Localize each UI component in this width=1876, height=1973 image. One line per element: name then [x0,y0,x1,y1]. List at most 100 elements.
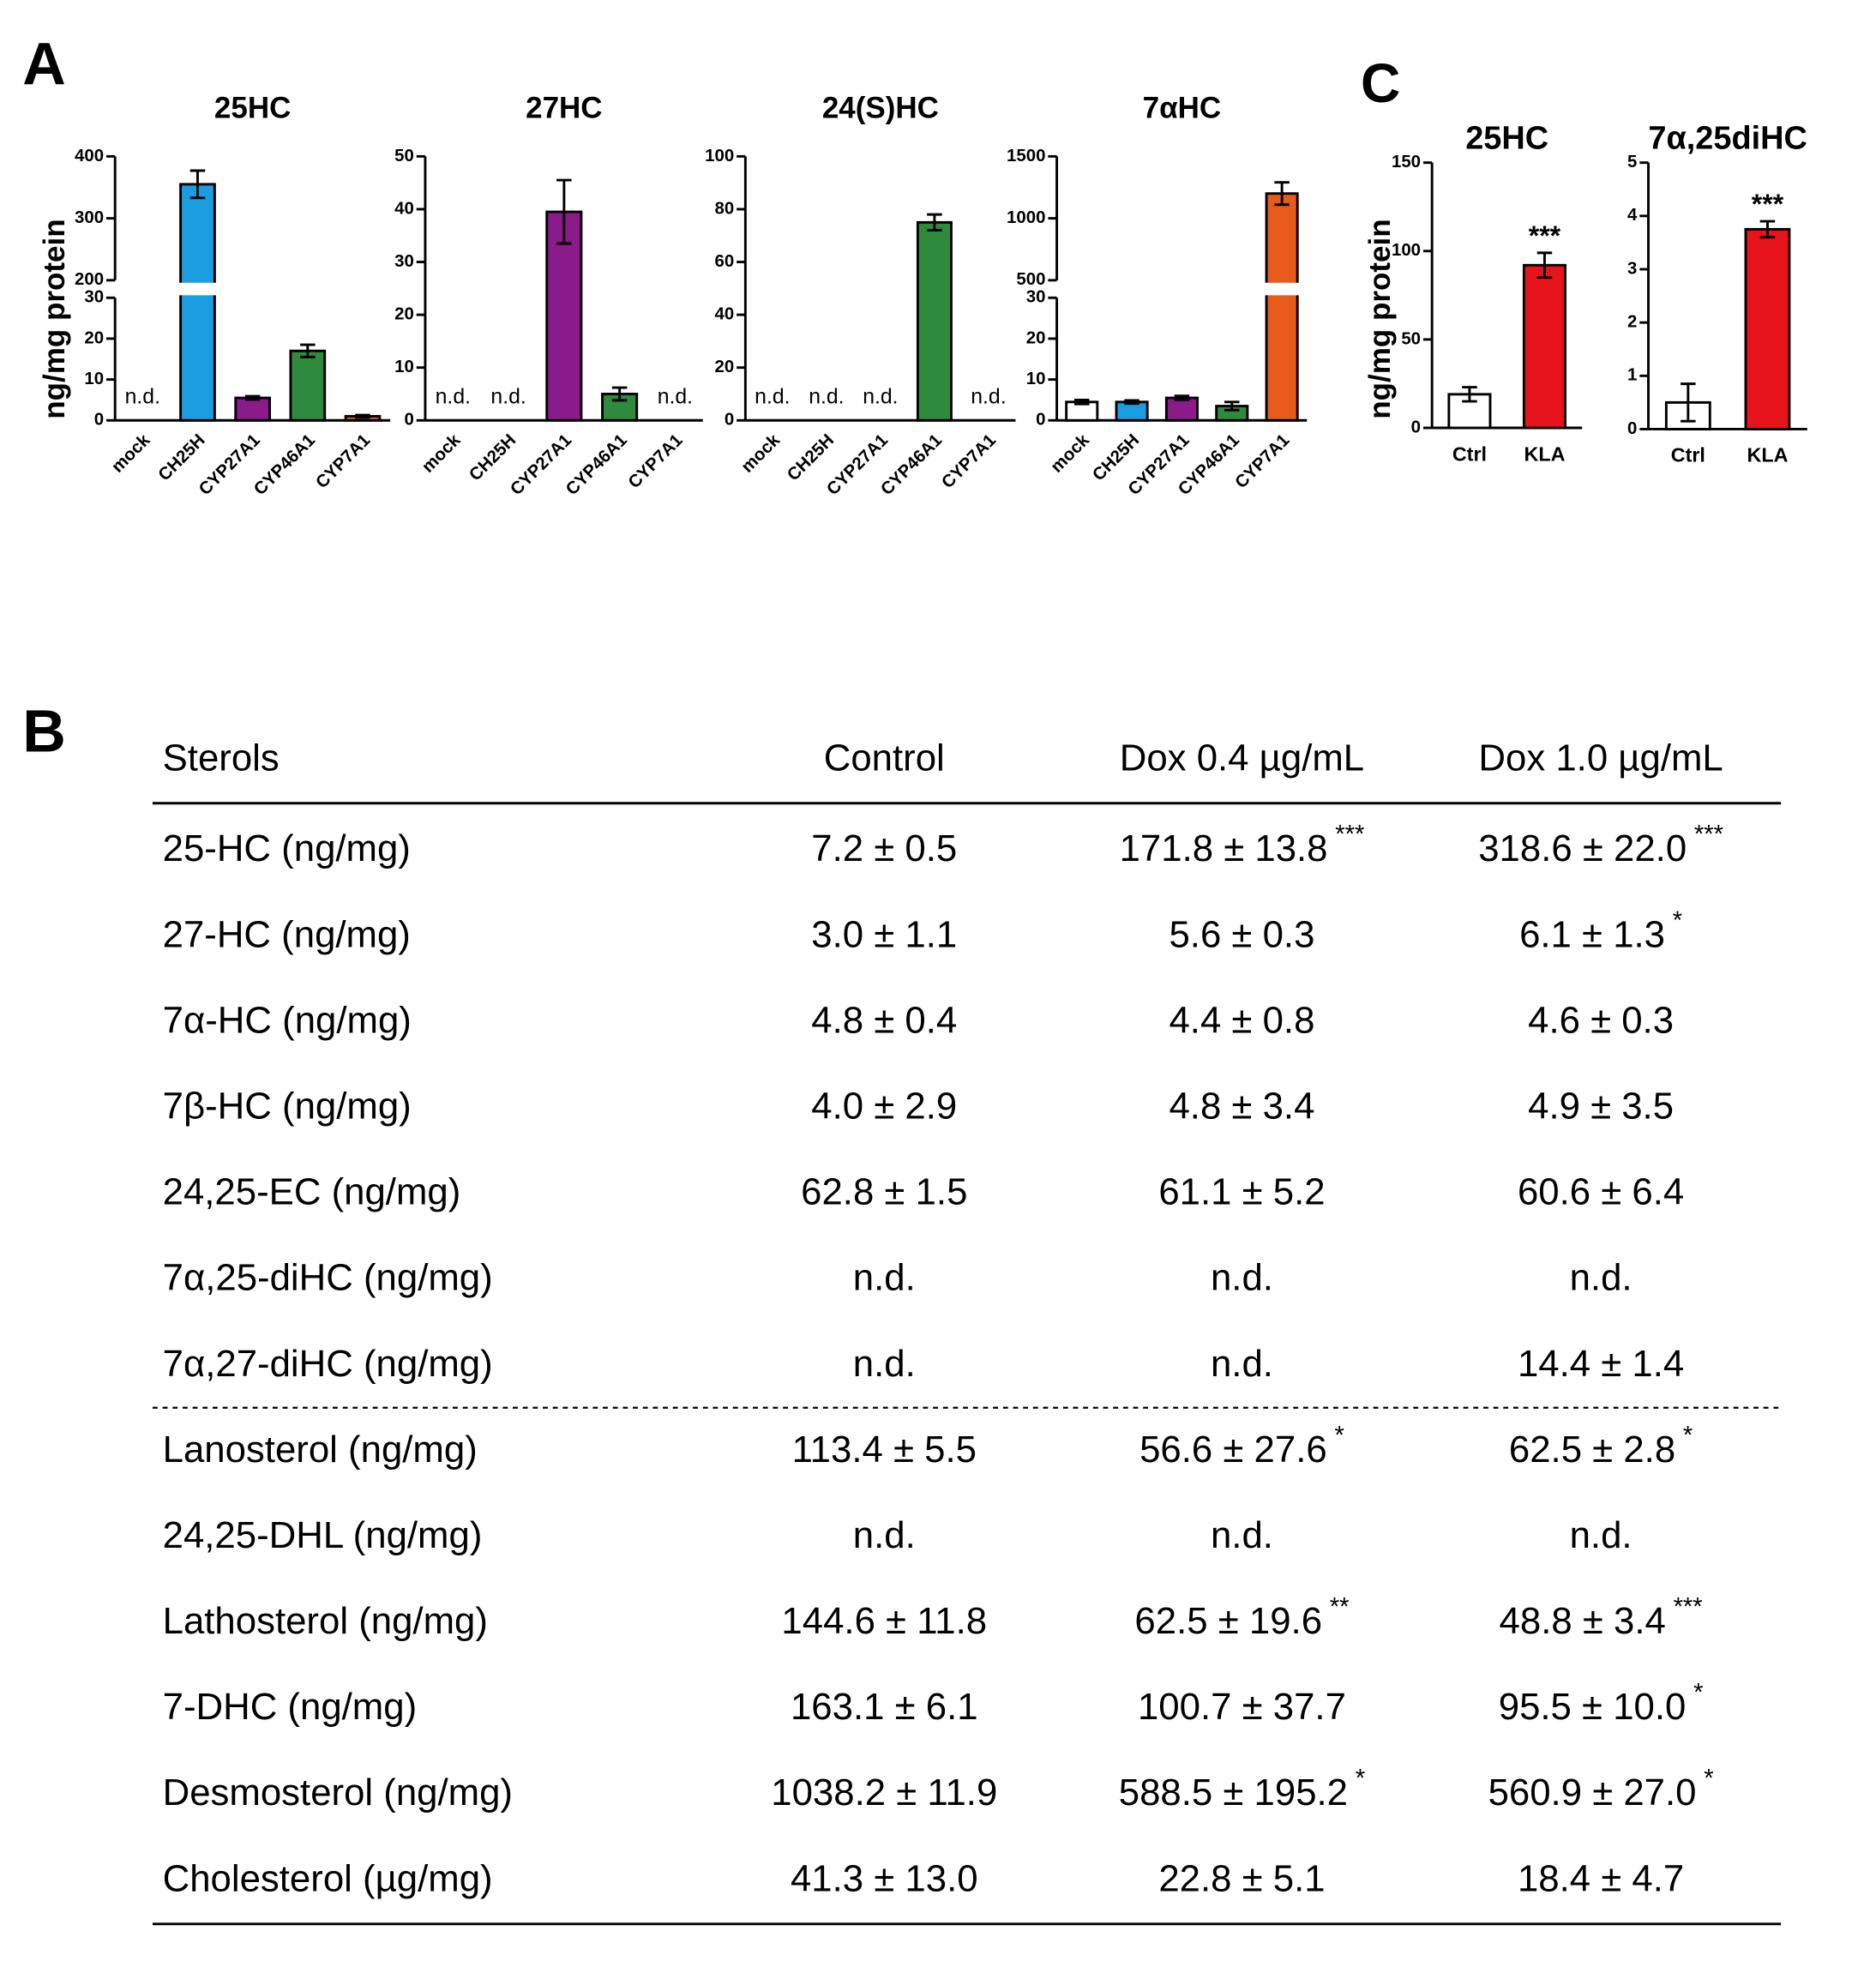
table-cell: 24,25-DHL (ng/mg) [163,1514,483,1556]
x-tick-label: CYP7A1 [938,430,1000,492]
bar [234,396,272,422]
cell-text: n.d. [853,1514,916,1556]
panel-label: C [1361,52,1400,114]
cell-text: 5.6 ± 0.3 [1169,913,1314,955]
x-tick-label: KLA [1747,444,1788,466]
significance: * [1693,1679,1703,1706]
table-cell: 171.8 ± 13.8 *** [1120,821,1365,869]
y-tick-label: 30 [84,288,104,307]
y-tick-label: 100 [705,147,734,165]
y-tick-label: 0 [1036,411,1045,430]
table-cell: 56.6 ± 27.6 * [1139,1422,1344,1470]
panel-label: A [22,31,66,98]
y-tick-label: 5 [1627,153,1637,171]
table-cell: 7-DHC (ng/mg) [163,1686,418,1728]
y-axis-label: ng/mg protein [38,219,71,418]
y-tick-label: 0 [404,411,413,430]
cell-text: n.d. [1211,1256,1273,1298]
cell-text: 22.8 ± 5.1 [1158,1857,1325,1899]
cell-text: Cholesterol (µg/mg) [163,1857,493,1899]
value-label: n.d. [125,386,160,409]
y-tick-label: 0 [94,411,104,430]
y-tick-label: 50 [1401,329,1421,348]
cell-text: 48.8 ± 3.4 [1500,1600,1666,1642]
cell-text: 113.4 ± 5.5 [792,1428,977,1470]
significance: *** [1674,1593,1703,1621]
table-cell: 14.4 ± 1.4 [1518,1342,1684,1384]
chart-title: 25HC [1465,120,1548,156]
bar [179,183,216,422]
cell-text: n.d. [853,1342,916,1384]
cell-text: 24,25-DHL (ng/mg) [163,1514,483,1556]
x-tick-label: mock [108,430,154,477]
table-cell: 41.3 ± 13.0 [791,1857,978,1899]
y-tick-label: 1 [1627,366,1637,385]
cell-text: n.d. [1211,1342,1273,1384]
table-cell: 3.0 ± 1.1 [811,913,957,955]
cell-text: 27-HC (ng/mg) [163,913,411,955]
axis-break [177,282,218,296]
significance: * [1356,1765,1365,1792]
cell-text: 62.8 ± 1.5 [801,1170,967,1212]
table-cell: n.d. [1570,1514,1632,1556]
table-cell: n.d. [853,1256,916,1298]
cell-text: n.d. [1570,1514,1632,1556]
cell-text: 25-HC (ng/mg) [163,827,411,869]
cell-text: 41.3 ± 13.0 [791,1857,978,1899]
significance: * [1334,1422,1344,1449]
table-cell: 61.1 ± 5.2 [1158,1170,1325,1212]
value-label: n.d. [971,386,1006,409]
chart-title: 24(S)HC [822,92,939,125]
table-header: Dox 1.0 µg/mL [1478,737,1723,779]
y-tick-label: 20 [394,304,414,323]
table-cell: 4.6 ± 0.3 [1528,999,1674,1041]
cell-text: 4.0 ± 2.9 [811,1085,957,1127]
table-cell: 318.6 ± 22.0 *** [1478,821,1723,869]
cell-text: 171.8 ± 13.8 [1120,827,1328,869]
table-cell: 113.4 ± 5.5 [792,1428,977,1470]
bar [916,220,953,422]
cell-text: 6.1 ± 1.3 [1519,913,1665,955]
x-tick-label: CYP7A1 [625,430,687,492]
cell-text: 163.1 ± 6.1 [791,1686,978,1728]
cell-text: 7α-HC (ng/mg) [163,999,412,1041]
y-tick-label: 300 [75,208,104,227]
cell-text: 7β-HC (ng/mg) [163,1085,412,1127]
cell-text: Desmosterol (ng/mg) [163,1771,513,1814]
panel-label: B [22,697,66,764]
significance: ** [1330,1593,1350,1621]
table-cell: 7α,27-diHC (ng/mg) [163,1342,493,1384]
x-tick-label: mock [1048,430,1094,477]
table-cell: n.d. [1211,1514,1273,1556]
y-tick-label: 40 [394,199,414,218]
y-tick-label: 1000 [1007,208,1045,227]
value-label: *** [1752,189,1784,220]
cell-text: 100.7 ± 37.7 [1138,1686,1346,1728]
cell-text: n.d. [1570,1256,1632,1298]
table-header: Control [824,737,945,779]
cell-text: 56.6 ± 27.6 [1139,1428,1327,1470]
y-tick-label: 30 [394,252,414,271]
table-cell: 62.5 ± 2.8 * [1509,1422,1693,1470]
y-tick-label: 1500 [1007,147,1045,165]
x-tick-label: mock [738,430,785,477]
table-cell: 4.0 ± 2.9 [811,1085,957,1127]
value-label: n.d. [809,386,844,409]
y-tick-label: 3 [1627,259,1637,278]
cell-text: 18.4 ± 4.7 [1518,1857,1684,1899]
cell-text: 588.5 ± 195.2 [1119,1771,1348,1814]
chart-title: 7α,25diHC [1648,120,1807,156]
cell-text: 14.4 ± 1.4 [1518,1342,1684,1384]
cell-text: 60.6 ± 6.4 [1518,1170,1684,1212]
cell-text: 7α,27-diHC (ng/mg) [163,1342,493,1384]
cell-text: 3.0 ± 1.1 [811,913,957,955]
table-cell: 18.4 ± 4.7 [1518,1857,1684,1899]
table-cell: n.d. [853,1514,916,1556]
table-cell: 24,25-EC (ng/mg) [163,1170,461,1212]
table-cell: 27-HC (ng/mg) [163,913,411,955]
y-tick-label: 150 [1392,153,1421,171]
significance: * [1704,1765,1713,1792]
y-tick-label: 30 [1026,288,1046,307]
table-cell: 60.6 ± 6.4 [1518,1170,1684,1212]
